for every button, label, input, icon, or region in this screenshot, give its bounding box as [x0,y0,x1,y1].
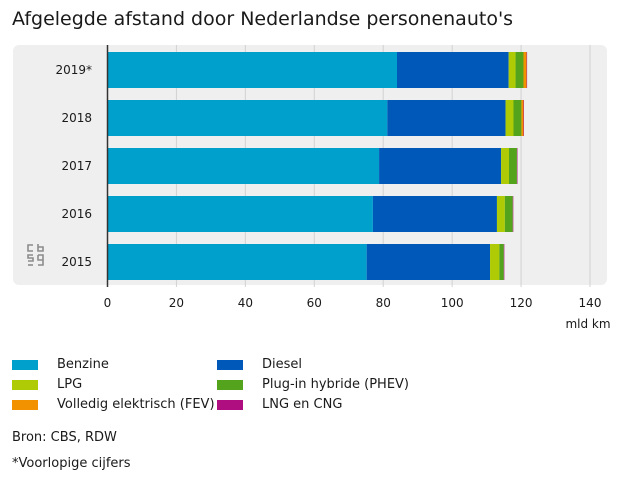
x-tick-label: 120 [510,296,533,310]
bar-segment [107,100,388,136]
category-labels: 2019* 2018 2017 2016 2015 [55,63,92,269]
category-label: 2019* [55,63,92,77]
category-label: 2017 [61,159,92,173]
bar-segment [504,196,513,232]
bar-segment [372,196,497,232]
bar-segment [503,244,505,280]
bar-segment [521,100,524,136]
bar-segment [107,52,397,88]
legend-swatch [217,380,243,390]
legend-label: Diesel [262,357,303,372]
category-label: 2018 [61,111,92,125]
bar-segment [523,100,524,136]
x-tick-label: 40 [238,296,253,310]
bar-segment [366,244,491,280]
source-note: Bron: CBS, RDW [12,430,117,445]
bar-segment [523,52,527,88]
bar-segment [501,148,510,184]
legend-swatch [12,360,38,370]
legend-swatch [217,400,243,410]
x-axis-label: mld km [565,317,610,331]
category-label: 2015 [61,255,92,269]
bar-segment [508,52,516,88]
x-tick-label: 0 [104,296,112,310]
legend-label: Benzine [57,357,109,372]
bar-segment [379,148,502,184]
legend-label: LPG [57,377,83,392]
legend-swatch [217,360,243,370]
bar-segment [490,244,500,280]
cbs-logo-icon [27,244,44,266]
x-tick-label: 60 [307,296,322,310]
bars [107,52,528,280]
bar-segment [505,100,514,136]
bar-segment [499,244,504,280]
chart-title: Afgelegde afstand door Nederlandse perso… [12,8,514,30]
x-tick-labels: 0 20 40 60 80 100 120 140 [104,296,602,310]
bar-segment [513,100,522,136]
bar-segment [516,148,518,184]
bar-segment [515,52,524,88]
x-tick-label: 140 [579,296,602,310]
legend-swatch [12,380,38,390]
legend-swatch [12,400,38,410]
bar-segment [107,148,380,184]
bar-segment [107,196,373,232]
legend-label: Plug-in hybride (PHEV) [262,377,410,392]
bar-segment [496,196,505,232]
x-tick-label: 80 [376,296,391,310]
x-tick-label: 100 [441,296,464,310]
bar-segment [526,52,528,88]
bar-segment [387,100,506,136]
x-tick-label: 20 [169,296,184,310]
bar-segment [512,196,514,232]
bar-segment [107,244,367,280]
legend-label: LNG en CNG [262,397,343,412]
category-label: 2016 [61,207,92,221]
bar-segment [397,52,509,88]
stacked-bar-chart: 2019* 2018 2017 2016 2015 0 20 40 60 80 100 120 140… [13,45,611,331]
bar-segment [509,148,517,184]
footnote: *Voorlopige cijfers [12,456,131,471]
legend-label: Volledig elektrisch (FEV) [57,397,215,412]
